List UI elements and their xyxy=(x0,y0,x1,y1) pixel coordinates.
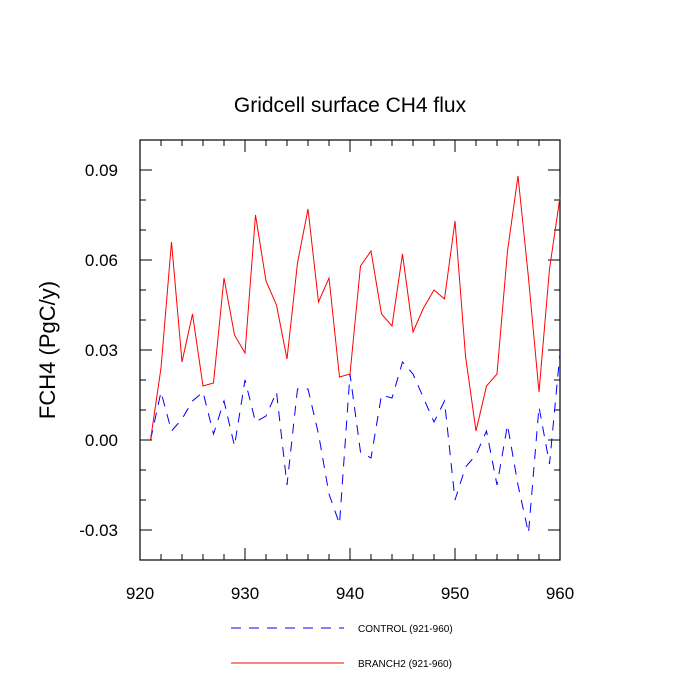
series-layer xyxy=(150,175,561,534)
x-tick-label: 940 xyxy=(336,584,364,603)
x-tick-label: 930 xyxy=(231,584,259,603)
x-tick-label: 920 xyxy=(126,584,154,603)
chart-title: Gridcell surface CH4 flux xyxy=(234,94,467,117)
y-axis-label: FCH4 (PgC/y) xyxy=(35,281,60,419)
x-tick-label: 950 xyxy=(441,584,469,603)
y-tick-label: 0.09 xyxy=(85,161,118,180)
legend-label: BRANCH2 (921-960) xyxy=(358,659,452,670)
legend-label: CONTROL (921-960) xyxy=(358,624,453,635)
axis-ticks: 920 930 940 950 960 -0.03 0.00 0.03 0.06 0.09 xyxy=(79,139,574,603)
y-tick-label: -0.03 xyxy=(79,521,118,540)
legend: CONTROL (921-960) BRANCH2 (921-960) xyxy=(231,624,453,670)
x-tick-label: 960 xyxy=(546,584,574,603)
y-tick-label: 0.06 xyxy=(85,251,118,270)
y-tick-label: 0.03 xyxy=(85,341,118,360)
series-line-branch2 xyxy=(150,175,561,441)
plot-frame xyxy=(139,139,561,561)
series-line-control xyxy=(150,352,561,534)
y-tick-label: 0.00 xyxy=(85,431,118,450)
